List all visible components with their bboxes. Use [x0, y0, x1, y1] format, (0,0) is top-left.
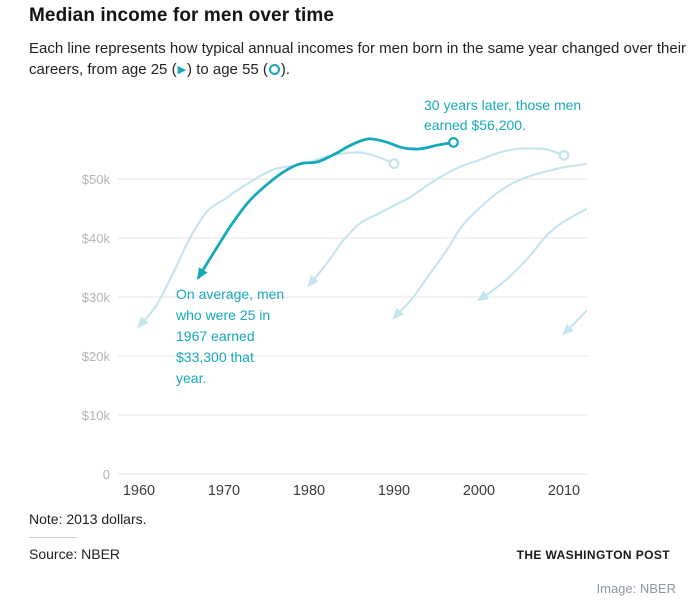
image-credit: Image: NBER	[596, 581, 676, 596]
y-tick-label-$30k: $30k	[81, 290, 110, 305]
x-tick-label-1990: 1990	[377, 483, 411, 499]
y-tick-label-$10k: $10k	[81, 408, 110, 423]
subtitle-text-2: ) to age 55 (	[187, 61, 268, 78]
chart-title: Median income for men over time	[29, 5, 335, 26]
age-25-arrow-icon-cohort-age-25-in-1960	[137, 316, 149, 329]
subtitle-text-1: Each line represents how typical annual …	[29, 40, 687, 78]
age-25-start-icon: ▶	[177, 64, 187, 76]
y-tick-label-$40k: $40k	[81, 231, 110, 246]
x-tick-label-1970: 1970	[207, 483, 241, 499]
age-55-end-icon	[268, 64, 280, 75]
x-tick-label-2000: 2000	[462, 483, 496, 499]
age-25-arrow-icon-cohort-age-25-in-1990	[392, 307, 404, 320]
x-tick-label-2010: 2010	[547, 483, 581, 499]
annotation-age-55: 30 years later, those men earned $56,200…	[424, 97, 582, 133]
x-tick-label-1980: 1980	[292, 483, 326, 499]
annotation-age-25: On average, men who were 25 in 1967 earn…	[176, 286, 285, 386]
source-text: Source: NBER	[29, 546, 121, 562]
age-55-circle-icon-cohort-age-25-in-1967	[448, 137, 459, 148]
age-55-circle-icon-cohort-age-25-in-1960	[388, 158, 400, 170]
age-25-arrow-icon-cohort-age-25-in-1967	[197, 267, 208, 280]
note-text: Note: 2013 dollars.	[29, 511, 147, 527]
age-25-arrow-icon-cohort-age-25-in-2010	[562, 323, 574, 336]
y-tick-label-0: 0	[102, 467, 110, 482]
y-tick-label-$20k: $20k	[81, 349, 110, 364]
series-line-cohort-age-25-in-1967	[197, 137, 455, 279]
series-line-cohort-age-25-in-2000	[477, 207, 587, 301]
footer-divider	[29, 537, 77, 538]
washington-post-credit: THE WASHINGTON POST	[516, 548, 670, 562]
series-line-cohort-age-25-in-2010	[562, 308, 587, 335]
y-tick-label-$50k: $50k	[81, 172, 110, 187]
series-line-cohort-age-25-in-1980	[307, 147, 566, 287]
x-tick-label-1960: 1960	[122, 483, 156, 499]
chart-subtitle: Each line represents how typical annual …	[29, 38, 689, 81]
age-25-arrow-icon-cohort-age-25-in-2000	[476, 290, 490, 302]
subtitle-text-3: ).	[280, 61, 291, 78]
age-55-circle-icon-cohort-age-25-in-1980	[558, 149, 570, 161]
series-line-cohort-age-25-in-1990	[392, 162, 587, 319]
